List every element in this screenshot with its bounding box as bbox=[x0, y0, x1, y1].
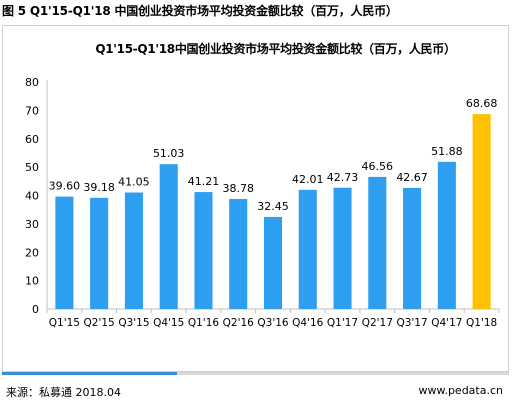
data-label: 51.03 bbox=[153, 147, 185, 160]
x-tick-label: Q2'15 bbox=[84, 317, 115, 329]
bar bbox=[403, 187, 422, 309]
chart-frame: Q1'15-Q1'18中国创业投资市场平均投资金额比较（百万，人民币） 0 10 2… bbox=[2, 25, 509, 372]
figure-caption: 图 5 Q1'15-Q1'18 中国创业投资市场平均投资金额比较（百万，人民币） bbox=[2, 4, 398, 18]
bar bbox=[55, 196, 74, 309]
data-label: 41.05 bbox=[118, 176, 150, 189]
bar-chart: 0 10 20 30 40 50 60 70 80 39.60 Q1'15 39.18 Q2'15 41.… bbox=[25, 76, 500, 329]
x-tick-label: Q3'17 bbox=[396, 317, 427, 329]
data-label: 68.68 bbox=[466, 97, 498, 110]
bar bbox=[472, 114, 491, 309]
data-label: 42.67 bbox=[396, 171, 428, 184]
bar bbox=[90, 197, 109, 309]
footer-divider bbox=[2, 372, 509, 375]
data-label: 51.88 bbox=[431, 145, 463, 158]
data-label: 39.18 bbox=[83, 181, 115, 194]
y-tick-label: 30 bbox=[25, 218, 39, 231]
x-tick-label: Q1'16 bbox=[188, 317, 220, 329]
bar bbox=[333, 187, 352, 309]
data-label: 32.45 bbox=[257, 200, 289, 213]
x-tick-label: Q3'16 bbox=[257, 317, 289, 329]
data-label: 42.01 bbox=[292, 173, 324, 186]
x-tick-label: Q1'18 bbox=[466, 317, 497, 329]
source-note: 来源：私募通 2018.04 bbox=[6, 386, 121, 399]
bar bbox=[194, 192, 213, 309]
x-tick-label: Q1'17 bbox=[327, 317, 358, 329]
bar bbox=[229, 198, 248, 309]
bar bbox=[124, 192, 143, 309]
y-tick-label: 60 bbox=[25, 133, 39, 146]
data-label: 38.78 bbox=[222, 182, 254, 195]
x-tick-label: Q2'16 bbox=[223, 317, 255, 329]
website-url[interactable]: www.pedata.cn bbox=[418, 384, 503, 397]
footer-accent-line bbox=[2, 372, 177, 375]
data-label: 41.21 bbox=[188, 175, 220, 188]
bar bbox=[263, 216, 283, 309]
y-tick-label: 40 bbox=[25, 190, 39, 203]
y-tick-label: 80 bbox=[25, 76, 39, 89]
x-tick-label: Q4'15 bbox=[153, 317, 184, 329]
bar bbox=[159, 164, 178, 309]
x-tick-label: Q4'16 bbox=[292, 317, 324, 329]
y-tick-label: 0 bbox=[32, 303, 39, 316]
y-tick-label: 20 bbox=[25, 246, 39, 259]
x-tick-label: Q3'15 bbox=[118, 317, 149, 329]
data-label: 42.73 bbox=[327, 171, 359, 184]
bar bbox=[437, 161, 456, 309]
y-tick-label: 50 bbox=[25, 161, 39, 174]
x-tick-label: Q2'17 bbox=[362, 317, 393, 329]
data-label: 46.56 bbox=[362, 160, 394, 173]
chart-title: Q1'15-Q1'18中国创业投资市场平均投资金额比较（百万，人民币） bbox=[95, 42, 456, 56]
bar bbox=[368, 176, 387, 309]
bar bbox=[298, 189, 317, 309]
y-tick-label: 10 bbox=[25, 275, 39, 288]
data-label: 39.60 bbox=[49, 180, 81, 193]
x-tick-label: Q1'15 bbox=[49, 317, 80, 329]
x-tick-label: Q4'17 bbox=[431, 317, 462, 329]
y-tick-label: 70 bbox=[25, 104, 39, 117]
